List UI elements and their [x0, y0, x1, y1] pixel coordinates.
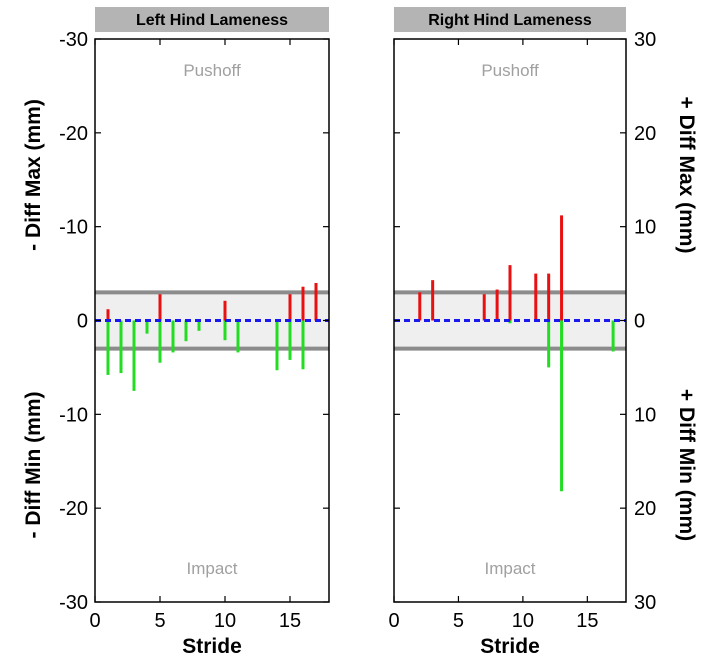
x-tick-label: 5 — [154, 610, 165, 632]
y-tick-label: 0 — [634, 311, 645, 333]
right-hind-panel: Right Hind Lameness Pushoff Impact 0 5 10 15 30… — [388, 7, 656, 658]
panel-title: Right Hind Lameness — [428, 12, 592, 29]
right-y-title-top: + Diff Max (mm) — [675, 97, 698, 254]
y-tick-label: -20 — [59, 498, 88, 520]
y-tick-label: 10 — [634, 404, 656, 426]
panel-title-box — [394, 7, 626, 32]
pushoff-label: Pushoff — [481, 61, 539, 80]
x-tick-label: 0 — [388, 610, 399, 632]
panel-title: Left Hind Lameness — [136, 12, 288, 29]
impact-label: Impact — [186, 559, 237, 578]
x-tick-label: 10 — [512, 610, 534, 632]
y-tick-label: 20 — [634, 498, 656, 520]
left-y-title-top: - Diff Max (mm) — [22, 99, 45, 251]
axis-titles: - Diff Max (mm) - Diff Min (mm) + Diff Max… — [22, 97, 698, 542]
y-tick-label: -20 — [59, 123, 88, 145]
x-tick-label: 10 — [214, 610, 236, 632]
left-hind-panel: Left Hind Lameness Pushoff Impact 0 5 10 15 -30… — [59, 7, 330, 658]
x-tick-label: 15 — [279, 610, 301, 632]
right-y-title-bottom: + Diff Min (mm) — [675, 389, 698, 541]
x-tick-label: 15 — [576, 610, 598, 632]
pushoff-label: Pushoff — [183, 61, 241, 80]
left-y-title-bottom: - Diff Min (mm) — [22, 392, 45, 539]
y-tick-label: 10 — [634, 217, 656, 239]
impact-label: Impact — [484, 559, 535, 578]
y-tick-label: 30 — [634, 592, 656, 614]
x-tick-label: 0 — [89, 610, 100, 632]
x-axis-title: Stride — [480, 635, 540, 658]
x-tick-label: 5 — [453, 610, 464, 632]
y-tick-label: 30 — [634, 29, 656, 51]
y-tick-label: 20 — [634, 123, 656, 145]
panel-title-box — [95, 7, 329, 32]
y-tick-label: -30 — [59, 592, 88, 614]
y-tick-label: -10 — [59, 217, 88, 239]
y-tick-label: -10 — [59, 404, 88, 426]
y-tick-label: -30 — [59, 29, 88, 51]
y-tick-label: 0 — [77, 311, 88, 333]
x-axis-title: Stride — [182, 635, 242, 658]
